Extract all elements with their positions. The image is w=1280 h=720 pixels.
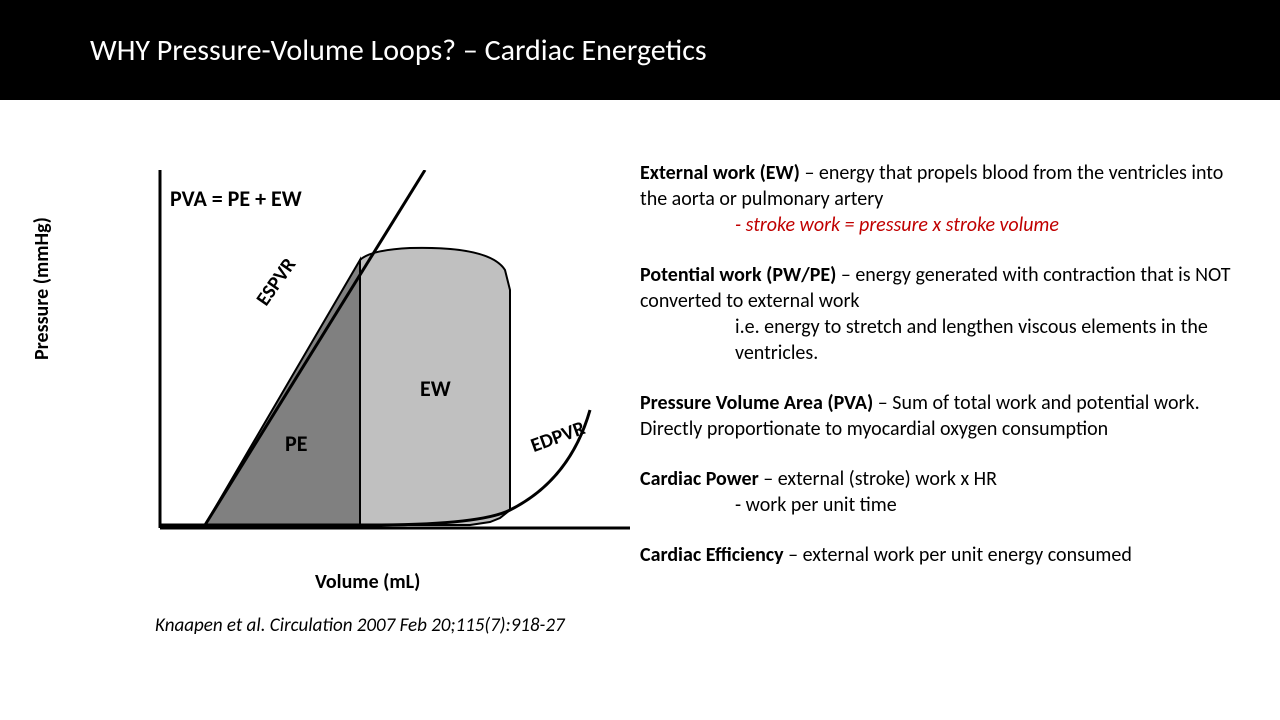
pv-loop-svg [70,170,640,540]
chart-wrap: PVA = PE + EW ESPVR EDPVR PE EW Volume (… [70,170,620,545]
sub-pw: i.e. energy to stretch and lengthen visc… [640,314,1250,366]
term-ew: External work (EW) [640,161,800,185]
slide-title: WHY Pressure-Volume Loops? – Cardiac Ene… [90,32,707,69]
def-pw: Potential work (PW/PE) – energy generate… [640,262,1250,366]
def-eff: Cardiac Efficiency – external work per u… [640,542,1250,568]
term-pw: Potential work (PW/PE) [640,263,836,287]
definitions-panel: External work (EW) – energy that propels… [620,160,1250,700]
chart-panel: Pressure (mmHg) PVA = PE + EW ESPVR EDPV… [30,160,620,700]
sub-ew: - stroke work = pressure x stroke volume [640,212,1250,238]
ew-region-label: EW [420,375,451,402]
chart-xlabel: Volume (mL) [315,570,420,594]
def-power: Cardiac Power – external (stroke) work x… [640,466,1250,518]
term-power: Cardiac Power [640,467,759,491]
desc-eff: – external work per unit energy consumed [784,543,1132,567]
term-pva: Pressure Volume Area (PVA) [640,391,873,415]
term-eff: Cardiac Efficiency [640,543,784,567]
sub-power: - work per unit time [640,492,1250,518]
citation-text: Knaapen et al. Circulation 2007 Feb 20;1… [155,614,565,637]
desc-power: – external (stroke) work x HR [759,467,997,491]
slide-title-bar: WHY Pressure-Volume Loops? – Cardiac Ene… [0,0,1280,100]
slide-content: Pressure (mmHg) PVA = PE + EW ESPVR EDPV… [0,100,1280,720]
pe-region-label: PE [285,430,307,457]
def-pva: Pressure Volume Area (PVA) – Sum of tota… [640,390,1250,442]
chart-formula: PVA = PE + EW [170,185,302,212]
chart-ylabel: Pressure (mmHg) [30,217,54,360]
def-ew: External work (EW) – energy that propels… [640,160,1250,238]
